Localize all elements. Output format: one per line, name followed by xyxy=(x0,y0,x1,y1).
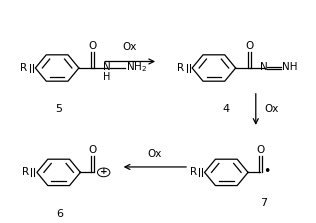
Text: R: R xyxy=(22,167,29,177)
Text: 7: 7 xyxy=(260,198,267,208)
Text: H: H xyxy=(103,72,111,82)
Text: N: N xyxy=(103,62,111,72)
Text: O: O xyxy=(89,41,97,51)
Text: 5: 5 xyxy=(55,104,62,114)
Text: +: + xyxy=(100,167,107,176)
Text: O: O xyxy=(89,145,97,155)
Text: R: R xyxy=(190,167,197,177)
Text: O: O xyxy=(256,145,264,155)
Text: N: N xyxy=(260,62,267,72)
Text: O: O xyxy=(246,41,254,51)
Text: NH$_2$: NH$_2$ xyxy=(126,60,148,74)
Text: NH: NH xyxy=(282,62,298,72)
Text: R: R xyxy=(177,63,185,73)
Text: 4: 4 xyxy=(223,104,230,114)
Text: R: R xyxy=(21,63,27,73)
Text: Ox: Ox xyxy=(148,149,162,159)
Text: Ox: Ox xyxy=(123,42,137,52)
Text: •: • xyxy=(264,165,271,178)
Text: Ox: Ox xyxy=(264,104,278,114)
Text: 6: 6 xyxy=(57,209,64,219)
